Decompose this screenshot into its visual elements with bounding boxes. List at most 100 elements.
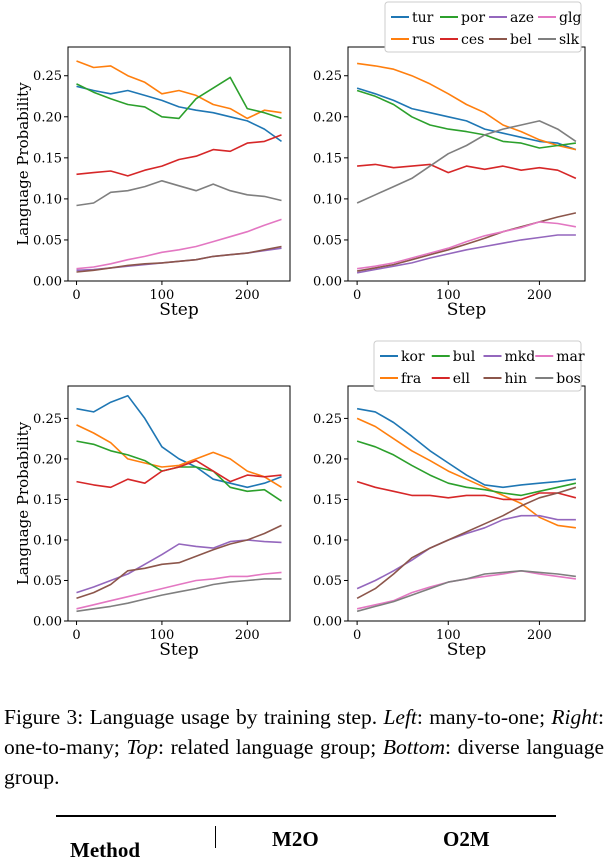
x-tick-label: 200 [235,628,260,643]
series-line-fra [356,417,577,529]
y-tick-label: 0.15 [33,151,62,166]
series-line-ell [356,480,577,501]
y-tick-label: 0.20 [313,452,342,467]
plot-frame [347,385,586,622]
series-line-tur [356,87,577,151]
chart-panel-bottom-left: 0.00 0.05 0.10 0.15 0.20 0.25 0 100 200 Step Langu… [14,385,291,660]
series-line-slk [356,120,577,204]
series-line-aze [76,247,282,272]
chart-legend: kor bul mkd mar fra ell hin bos [373,340,585,392]
x-tick-label: 200 [527,628,552,643]
series-line-por [76,76,282,120]
plot-frame [347,46,586,282]
table-column-divider [215,826,216,848]
legend-box [373,340,582,392]
legend-label-hin: hin [505,371,528,387]
series-line-aze [356,234,576,274]
y-tick-label: 0.00 [33,275,62,290]
table-header-m2o: M2O [272,827,319,851]
x-tick-label: 0 [353,628,361,643]
series-line-mkd [356,514,576,590]
series-line-glg [76,218,282,270]
series-line-ces [357,163,577,180]
y-tick-label: 0.25 [313,69,342,84]
y-tick-label: 0.05 [33,574,62,589]
series-line-ell [76,459,282,489]
legend-label-slk: slk [559,32,580,48]
legend-label-glg: glg [559,10,581,26]
table-top-rule [56,815,556,817]
y-tick-label: 0.25 [33,412,62,427]
series-line-fra [76,424,282,488]
series-line-kor [356,407,577,489]
series-line-kor [76,394,282,489]
y-tick-label: 0.20 [313,110,342,125]
y-tick-label: 0.05 [313,574,342,589]
caption-left: Left [383,705,417,729]
y-tick-label: 0.10 [33,533,62,548]
figure-caption: Figure 3: Language usage by training ste… [4,702,604,792]
series-line-bel [76,245,282,273]
x-axis-label: Step [159,640,199,660]
legend-label-mkd: mkd [505,349,536,365]
x-tick-label: 0 [72,288,80,303]
y-tick-label: 0.15 [33,493,62,508]
chart-legend: tur por aze glg rus ces bel slk [384,1,582,53]
caption-text: Language usage by training step. [83,705,384,729]
series-line-hin [76,524,282,600]
x-tick-label: 100 [436,288,461,303]
x-tick-label: 100 [150,628,175,643]
x-tick-label: 200 [235,288,260,303]
legend-label-rus: rus [412,32,435,48]
x-tick-label: 100 [436,628,461,643]
plot-frame [67,46,291,282]
legend-box [384,1,582,53]
legend-label-bul: bul [453,349,476,365]
y-tick-label: 0.25 [313,412,342,427]
series-line-bos [356,569,577,613]
x-axis-label: Step [159,300,199,320]
series-line-rus [356,62,577,151]
series-line-tur [76,85,282,143]
y-tick-label: 0.15 [313,151,342,166]
legend-label-bos: bos [556,371,581,387]
y-tick-label: 0.10 [313,192,342,207]
legend-label-tur: tur [412,10,434,26]
caption-label: Figure 3: [4,705,84,729]
x-tick-label: 0 [72,628,80,643]
legend-label-ces: ces [461,32,484,48]
legend-label-aze: aze [510,10,534,26]
y-tick-label: 0.15 [313,493,342,508]
series-line-glg [356,221,577,270]
y-axis-label: Language Probability [14,421,32,585]
caption-top: Top [126,735,158,759]
y-tick-label: 0.25 [33,69,62,84]
x-axis-label: Step [447,300,487,320]
caption-bottom: Bottom [382,735,445,759]
y-tick-label: 0.05 [33,233,62,248]
table-header-method: Method [70,838,140,862]
y-tick-label: 0.20 [33,452,62,467]
series-line-bos [76,578,282,613]
series-line-bul [356,440,577,497]
y-tick-label: 0.10 [313,533,342,548]
chart-panel-top-right: 0.00 0.05 0.10 0.15 0.20 0.25 0 100 200 Step tur po… [313,1,586,320]
legend-label-por: por [461,10,485,26]
y-tick-label: 0.00 [313,275,342,290]
caption-right: Right [551,705,599,729]
y-tick-label: 0.10 [33,192,62,207]
x-tick-label: 0 [353,288,361,303]
series-line-por [356,89,577,149]
series-line-slk [76,180,282,207]
y-tick-label: 0.05 [313,233,342,248]
series-line-hin [356,486,577,600]
legend-label-fra: fra [401,371,421,387]
series-line-ces [76,134,282,177]
legend-label-ell: ell [453,371,471,387]
y-tick-label: 0.20 [33,110,62,125]
series-line-mar [76,571,282,610]
x-axis-label: Step [447,640,487,660]
chart-panel-bottom-right: 0.00 0.05 0.10 0.15 0.20 0.25 0 100 200 Step kor bu… [313,340,586,660]
series-line-bul [76,440,282,502]
x-tick-label: 200 [527,288,552,303]
